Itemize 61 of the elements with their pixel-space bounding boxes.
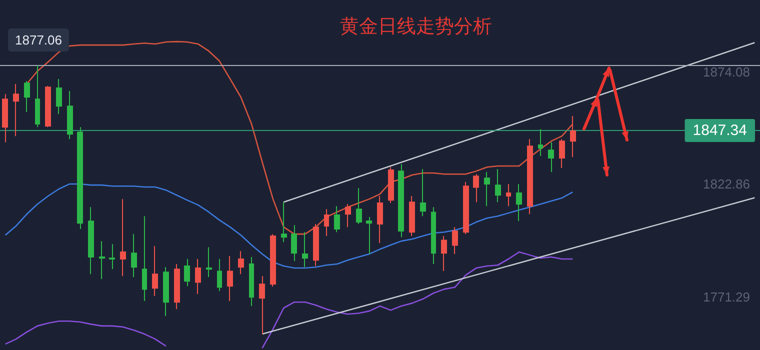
y-tick-label: 1771.29: [703, 289, 750, 304]
candlestick: [409, 196, 415, 237]
candlestick: [420, 168, 426, 217]
candlestick: [324, 208, 329, 237]
candlestick: [195, 258, 201, 294]
candlestick: [334, 206, 340, 233]
y-tick-label: 1874.08: [703, 64, 750, 80]
candlestick: [24, 80, 30, 112]
candlestick: [227, 255, 233, 302]
candlestick: [270, 234, 276, 288]
candlestick: [2, 94, 8, 143]
candlestick: [473, 174, 479, 203]
candlestick: [35, 64, 40, 128]
candlestick: [184, 258, 190, 287]
candlestick: [516, 183, 522, 222]
candlestick: [99, 240, 105, 280]
candlestick: [506, 183, 511, 207]
candlestick: [131, 234, 137, 278]
candlestick: [249, 256, 254, 307]
candlestick: [345, 204, 351, 228]
candlestick: [217, 258, 222, 292]
candlestick: [452, 226, 458, 254]
candlestick: [206, 246, 212, 278]
candlestick: [13, 84, 19, 137]
candlestick: [238, 250, 244, 275]
candlestick: [163, 266, 169, 317]
ref-line-label: 1877.06: [15, 32, 62, 48]
candlestick: [377, 196, 383, 244]
candlestick: [398, 164, 404, 238]
candlestick: [45, 85, 51, 128]
candlestick: [570, 115, 576, 158]
candlestick: [120, 198, 126, 277]
y-tick-label: 1822.86: [703, 176, 750, 192]
candlestick: [259, 276, 265, 335]
line-series: [4, 183, 574, 269]
candlestick: [281, 202, 287, 243]
candlestick: [56, 78, 62, 114]
candlestick: [302, 232, 308, 268]
candlestick: [388, 166, 394, 204]
candlestick: [67, 90, 73, 140]
candlestick: [463, 182, 469, 235]
candlestick: [441, 236, 447, 272]
candlestick: [152, 246, 158, 296]
candlestick: [548, 142, 554, 172]
candlestick: [109, 244, 115, 270]
candlestick: [559, 138, 565, 168]
candlestick: [538, 128, 543, 156]
candlestick: [142, 216, 147, 302]
candlestick: [356, 188, 362, 224]
candlestick: [527, 138, 533, 215]
text: 黄金日线走势分析: [340, 16, 492, 38]
candlestick: [313, 224, 319, 266]
candlestick: [495, 168, 501, 203]
candlestick: [291, 224, 297, 262]
candlestick: [431, 206, 436, 265]
candlestick: [484, 171, 490, 207]
candlestick: [77, 126, 83, 230]
candlestick: [174, 264, 180, 310]
candlestick: [88, 206, 94, 275]
ref-line-label: 1847.34: [692, 122, 747, 140]
candlestick: [366, 216, 372, 254]
